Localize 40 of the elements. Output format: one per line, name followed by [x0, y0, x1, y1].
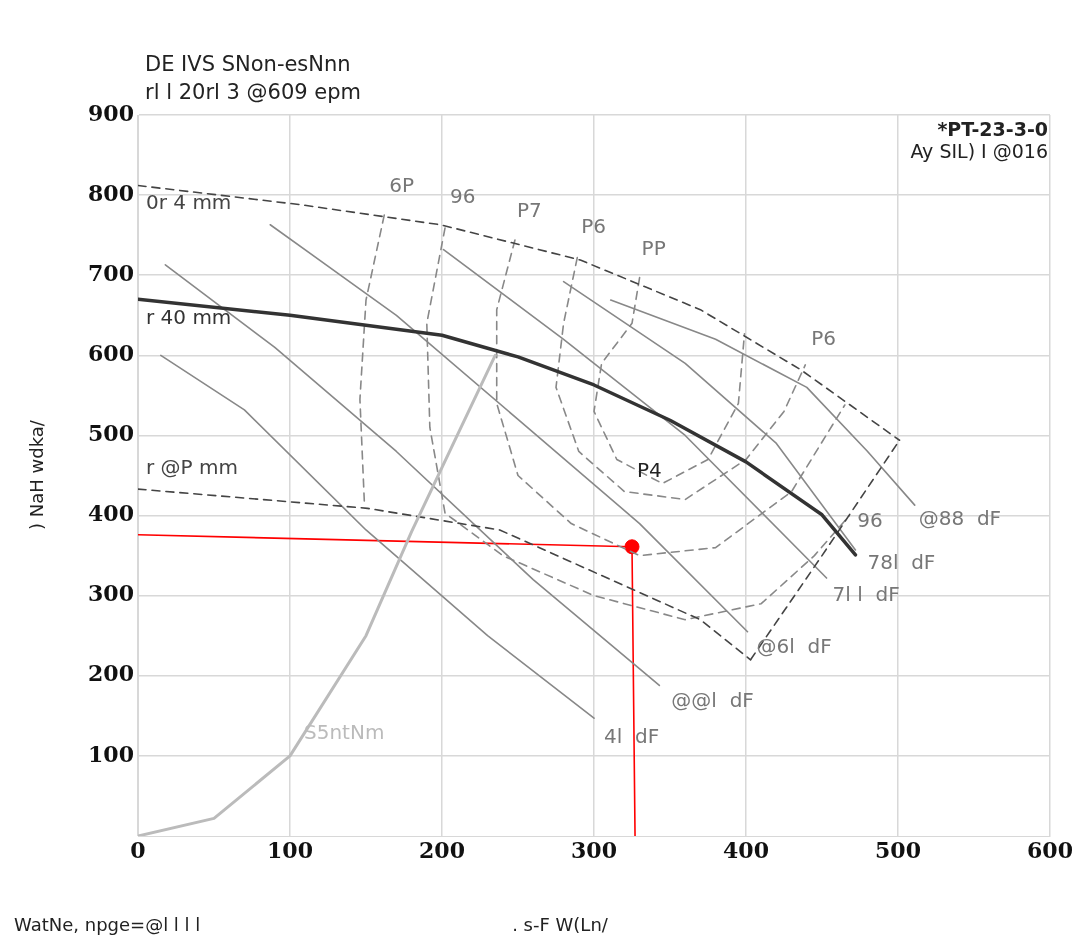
x-tick-label: 100 — [267, 836, 313, 863]
y-axis-title: ) NaH wdka/ — [25, 420, 47, 530]
series-label: PP — [641, 235, 666, 260]
series-label: 96 — [857, 507, 883, 532]
x-tick-label: 0 — [130, 836, 146, 863]
text: 96 — [450, 184, 476, 209]
x-tick-label: 300 — [571, 836, 617, 863]
series-label: @6l dF — [756, 633, 832, 658]
text: WatNe, npge=@l l l l — [14, 914, 201, 935]
x-tick-label: 500 — [875, 836, 921, 863]
y-tick-label: 400 — [88, 500, 134, 527]
series-label: P7 — [516, 198, 542, 223]
series-label: r 40 mm — [146, 305, 232, 330]
y-tick-label: 600 — [88, 340, 134, 367]
annotation: P4 — [637, 458, 662, 482]
series-label: 6P — [389, 173, 415, 198]
text: P6 — [581, 213, 607, 238]
x-tick-label: 400 — [723, 836, 769, 863]
y-tick-label: 900 — [88, 99, 134, 126]
y-tick-label: 300 — [88, 580, 134, 607]
x-tick-label: 200 — [419, 836, 465, 863]
y-tick-label: 500 — [88, 420, 134, 447]
series-label: S5ntNm — [304, 720, 385, 745]
series-label: 0r 4 mm — [146, 189, 232, 214]
x-tick-label: 600 — [1027, 836, 1073, 863]
y-tick-label: 100 — [88, 740, 134, 767]
annotation: *PT-23-3-0 — [937, 118, 1048, 140]
series-label: 78l dF — [867, 550, 936, 575]
series-label: @@l dF — [671, 687, 754, 712]
series-label: @88 dF — [918, 506, 1002, 531]
series-label: 7l l dF — [832, 582, 900, 607]
y-tick-label: 700 — [88, 259, 134, 286]
x-axis-title: . s-F W(Ln/ — [512, 914, 608, 935]
annotation: Ay SIL) I @016 — [910, 140, 1048, 162]
series-label: P6 — [811, 326, 837, 351]
y-tick-label: 800 — [88, 179, 134, 206]
y-tick-label: 200 — [88, 660, 134, 687]
series-label: r @P mm — [146, 455, 238, 480]
chart-subtitle: DE IVS SNon-esNnn rl l 20rl 3 @609 epm — [145, 51, 362, 106]
series-label: 4l dF — [604, 724, 660, 749]
